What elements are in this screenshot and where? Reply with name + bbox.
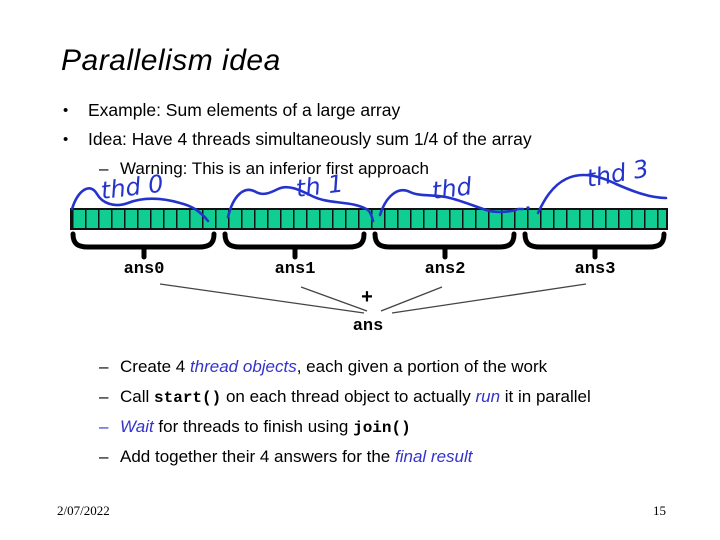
ink-squiggle-thd2 xyxy=(378,189,518,217)
bullet-example-text: Example: Sum elements of a large array xyxy=(88,100,401,120)
line-ans1-to-sum xyxy=(300,286,368,312)
text-segment: Add together their 4 answers for the xyxy=(120,447,395,466)
bullet-add-answers: – Add together their 4 answers for the f… xyxy=(99,446,472,467)
bullet-wait-join: – Wait for threads to finish using join(… xyxy=(99,416,411,439)
plus-sign: + xyxy=(361,286,373,308)
bullet-dash: – xyxy=(99,159,109,178)
bullet-example: • Example: Sum elements of a large array xyxy=(63,100,400,121)
bullet-idea-text: Idea: Have 4 threads simultaneously sum … xyxy=(88,129,532,149)
text-segment-start-call: start() xyxy=(154,389,222,407)
text-segment: it in parallel xyxy=(500,387,591,406)
footer-page-number: 15 xyxy=(653,503,666,518)
ans-result-label: ans xyxy=(352,317,384,336)
bullet-dash: – xyxy=(99,447,109,466)
text-segment-thread-objects: thread objects xyxy=(189,357,297,376)
handwritten-thd2-label: thd xyxy=(430,172,474,205)
ink-squiggle-thd3 xyxy=(536,173,668,215)
diagram-overlay: thd 0 th 1 thd thd 3 xyxy=(70,154,668,314)
handwriting-ink xyxy=(70,173,668,223)
handwritten-thd3-label: thd 3 xyxy=(584,154,651,192)
handwritten-th1-label: th 1 xyxy=(294,169,345,203)
bullet-dash: – xyxy=(99,357,109,376)
braces xyxy=(70,231,667,260)
ink-squiggle-th1 xyxy=(226,185,375,223)
text-segment: for threads to finish using xyxy=(153,417,354,436)
page-title: Parallelism idea xyxy=(61,44,281,77)
text-segment-final-result: final result xyxy=(395,447,473,466)
text-segment: , each given a portion of the work xyxy=(296,357,548,376)
bullet-dash: – xyxy=(99,387,109,406)
ink-squiggle-thd0 xyxy=(70,187,210,223)
text-segment-run: run xyxy=(475,387,501,406)
text-segment-join-call: join() xyxy=(353,419,411,437)
text-segment: on each thread object to actually xyxy=(221,387,476,406)
bullet-warning-text: Warning: This is an inferior first appro… xyxy=(120,159,429,178)
line-ans0-to-sum xyxy=(159,283,365,314)
text-segment-wait: Wait xyxy=(120,417,154,436)
ans2-label: ans2 xyxy=(424,260,466,279)
footer-date: 2/07/2022 xyxy=(57,503,110,518)
bullet-dot: • xyxy=(63,131,69,148)
ink-dot xyxy=(526,206,530,210)
ans0-label: ans0 xyxy=(123,260,165,279)
bullet-dash: – xyxy=(99,417,109,436)
ans3-label: ans3 xyxy=(574,260,616,279)
bullet-warning: – Warning: This is an inferior first app… xyxy=(99,158,429,179)
bullet-dot: • xyxy=(63,102,69,119)
ans1-label: ans1 xyxy=(274,260,316,279)
converge-lines xyxy=(159,283,587,314)
array-cells xyxy=(70,208,668,230)
bullet-create-threads: – Create 4 thread objects, each given a … xyxy=(99,356,547,377)
line-ans3-to-sum xyxy=(391,283,587,314)
bullet-call-start: – Call start() on each thread object to … xyxy=(99,386,591,409)
text-segment: Create 4 xyxy=(120,357,190,376)
line-ans2-to-sum xyxy=(380,286,443,312)
bullet-idea: • Idea: Have 4 threads simultaneously su… xyxy=(63,129,532,150)
text-segment: Call xyxy=(120,387,155,406)
